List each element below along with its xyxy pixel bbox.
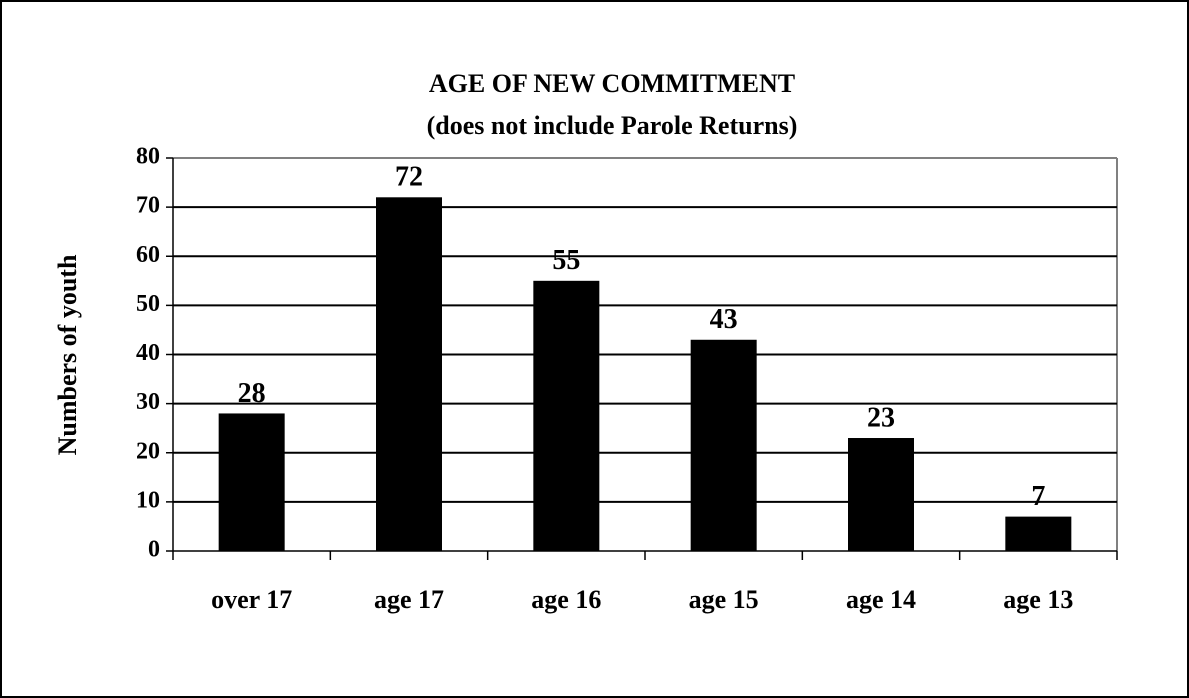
y-tick-label: 80 (136, 144, 160, 170)
x-tick-label: age 17 (374, 585, 444, 614)
data-label: 72 (395, 162, 423, 193)
y-axis-label: Numbers of youth (53, 254, 82, 455)
x-tick-label: age 15 (689, 585, 759, 614)
y-tick-label: 0 (148, 537, 160, 563)
data-label: 43 (710, 304, 738, 335)
chart-title: AGE OF NEW COMMITMENT (429, 69, 795, 98)
y-tick-label: 30 (136, 389, 160, 415)
x-tick-label: age 13 (1003, 585, 1073, 614)
data-label: 28 (238, 378, 266, 409)
y-tick-label: 10 (136, 487, 160, 513)
x-tick-label: age 16 (531, 585, 601, 614)
y-tick-label: 50 (136, 291, 160, 317)
bar (1005, 516, 1072, 551)
bar (533, 280, 600, 551)
bar (218, 413, 285, 551)
data-label: 55 (552, 245, 580, 276)
chart-subtitle: (does not include Parole Returns) (427, 111, 798, 140)
data-label: 23 (867, 402, 895, 433)
bar (376, 197, 442, 552)
bar (690, 339, 757, 551)
y-tick-label: 70 (136, 193, 160, 219)
y-tick-label: 20 (136, 438, 160, 464)
data-label: 7 (1031, 481, 1045, 512)
bar (848, 438, 914, 551)
y-tick-label: 40 (136, 340, 160, 366)
x-tick-label: over 17 (211, 585, 292, 614)
y-tick-label: 60 (136, 242, 160, 268)
x-tick-label: age 14 (846, 585, 916, 614)
